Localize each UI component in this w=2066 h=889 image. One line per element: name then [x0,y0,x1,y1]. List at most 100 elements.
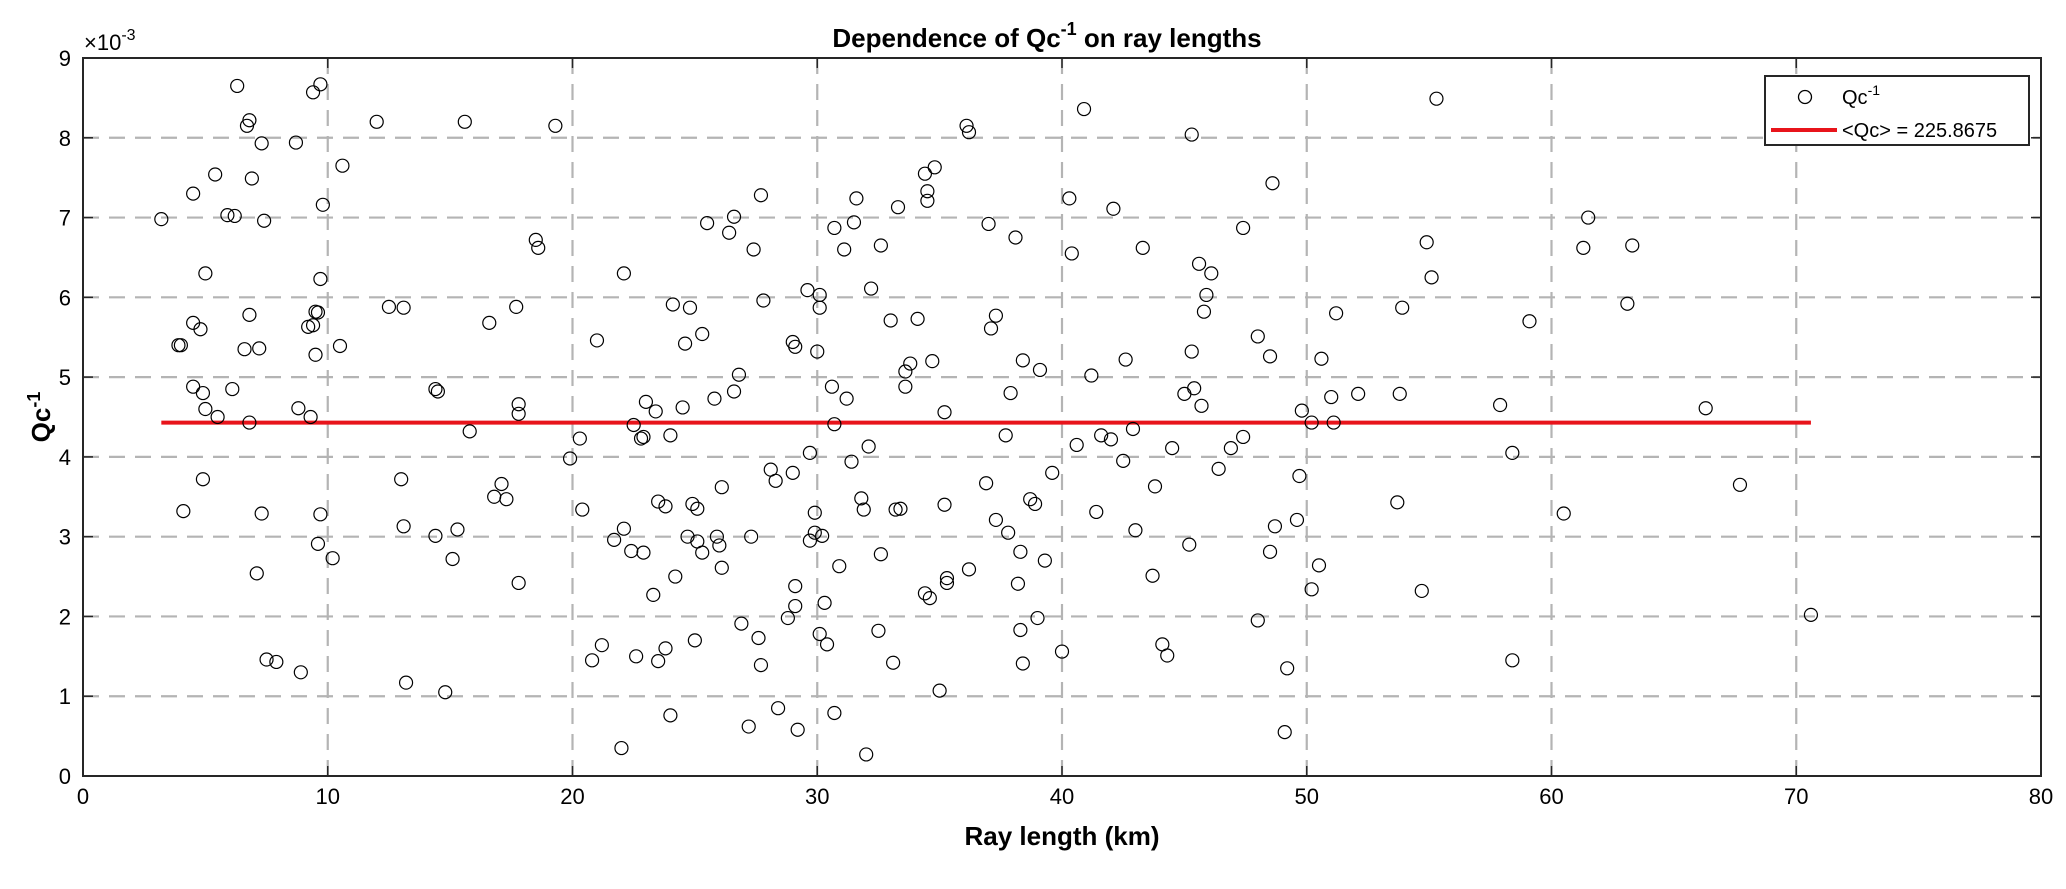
scatter-point [927,160,942,175]
scatter-point [910,311,925,326]
legend-label-mean-line: <Qc> = 225.8675 [1842,120,1997,142]
scatter-point [788,339,803,354]
scatter-point [917,166,933,181]
scatter-point [1045,465,1060,480]
scatter-point [1003,385,1018,401]
scatter-point [1084,368,1099,383]
scatter-point [770,701,786,716]
scatter-point [981,216,996,232]
scatter-point [616,521,631,536]
scatter-point [658,641,673,656]
scatter-point [154,212,169,227]
scatter-point [810,344,825,359]
scatter-point [313,507,328,522]
scatter-point [1184,344,1199,359]
scatter-point [398,675,414,690]
scatter-point [1294,403,1309,418]
scatter-point [932,683,947,698]
scatter-point [1803,607,1819,622]
y-tick-label: 1 [59,684,71,709]
y-tick-label: 3 [59,525,71,550]
scatter-point [883,313,898,328]
scatter-point [832,559,847,574]
scatter-point [242,307,257,322]
scatter-point [1289,512,1305,528]
scatter-point [1160,648,1175,663]
scatter-point [1280,661,1295,676]
scatter-point [305,85,321,100]
scatter-point [629,649,644,664]
legend-marker-scatter [1797,89,1813,105]
scatter-point [780,610,795,626]
scatter-point [1698,401,1713,416]
scatter-point [898,364,913,379]
scatter-point [1419,235,1434,250]
scatter-point [741,719,756,734]
scatter-point [768,473,783,488]
scatter-point [709,529,725,544]
scatter-point [961,125,977,140]
scatter-point [511,406,526,421]
scatter-point [917,586,933,601]
scatter-point [824,379,840,394]
scatter-point [690,501,705,516]
scatter-point [888,502,903,517]
scatter-point [259,652,274,667]
x-tick-label: 60 [1539,784,1563,809]
scatter-point [863,281,879,296]
scatter-point [1522,314,1537,329]
scatter-point [1010,576,1026,591]
scatter-point [802,533,818,548]
scatter-point [726,384,742,399]
scatter-point [1324,389,1339,405]
scatter-point [861,439,876,454]
scatter-point [751,630,766,646]
scatter-point [636,429,651,445]
x-tick-label: 10 [316,784,340,809]
scatter-point [1236,220,1251,236]
scatter-point [1620,296,1635,311]
scatter-point [1505,653,1520,668]
scatter-point [658,499,673,514]
scatter-point [854,491,869,506]
scatter-point [208,167,223,182]
scatter-point [1054,644,1070,659]
scatter-point [731,367,747,382]
scatter-point [753,658,769,673]
scatter-point [494,476,509,492]
scatter-point [920,193,935,208]
scatter-point [790,722,805,737]
scatter-point [1187,381,1202,396]
scatter-point [886,655,901,670]
scatter-point [1062,191,1077,206]
scatter-point [839,391,854,406]
scatter-point [988,308,1004,323]
y-tick-label: 5 [59,365,71,390]
grid-lines [83,58,2041,776]
scatter-point [893,501,908,516]
scatter-point [815,528,830,543]
scatter-point [685,496,700,512]
scatter-point [438,685,453,700]
scatter-point [1196,304,1212,319]
scatter-point [663,708,678,723]
scatter-point [651,654,666,669]
scatter-point [186,186,201,201]
scatter-point [1429,91,1444,106]
scatter-point [186,379,201,394]
scatter-point [903,356,918,371]
scatter-point [1625,238,1640,253]
scatter-point [1262,349,1278,364]
scatter-point [1314,351,1329,366]
scatter-point [1135,240,1150,255]
scatter-point [457,114,472,129]
scatter-point [1001,525,1016,540]
scatter-point [1182,537,1197,552]
scatter-point [682,300,698,315]
scatter-point [1292,468,1307,484]
scatter-point [1311,558,1327,573]
scatter-point [1106,201,1121,216]
scatter-point [1165,441,1180,456]
scatter-point [1145,568,1160,583]
scatter-point [450,522,465,537]
